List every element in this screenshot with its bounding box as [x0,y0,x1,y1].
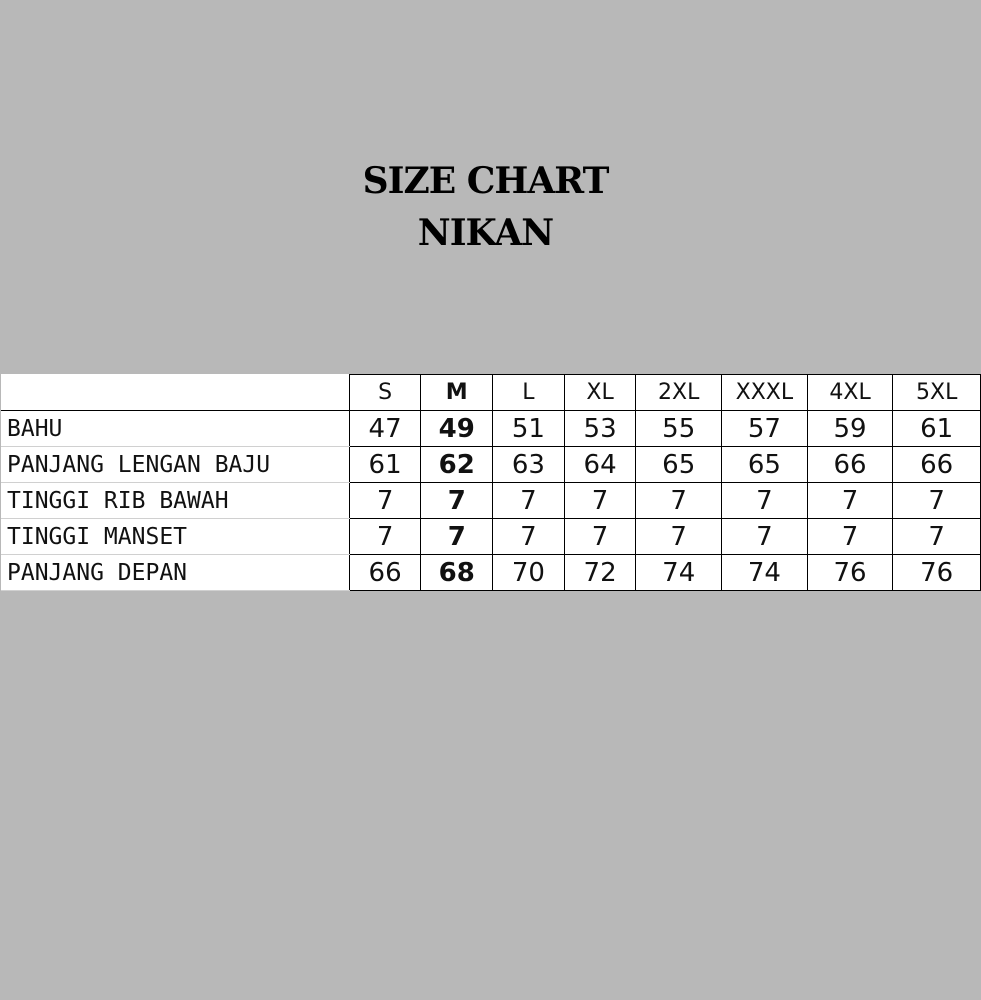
size-header: S [348,374,422,411]
measurement-cell: 68 [420,554,494,591]
measurement-cell: 61 [348,446,422,483]
measurement-cell: 7 [420,482,494,519]
measurement-cell: 66 [348,554,422,591]
measurement-cell: 66 [892,446,981,483]
size-header: 5XL [892,374,981,411]
measurement-cell: 61 [892,410,981,447]
table-row: TINGGI RIB BAWAH 7 7 7 7 7 7 7 7 [1,482,981,519]
size-header: L [492,374,565,411]
measurement-cell: 72 [563,554,637,591]
row-label: BAHU [1,410,350,447]
measurement-cell: 47 [348,410,422,447]
measurement-cell: 7 [806,482,894,519]
measurement-cell: 7 [806,518,894,555]
measurement-cell: 63 [492,446,565,483]
measurement-cell: 7 [492,482,565,519]
measurement-cell: 59 [806,410,894,447]
row-label: PANJANG LENGAN BAJU [1,446,350,483]
measurement-cell: 7 [348,482,422,519]
header-corner [1,374,350,411]
table-row: PANJANG LENGAN BAJU 61 62 63 64 65 65 66 66 [1,446,981,483]
measurement-cell: 7 [721,518,808,555]
measurement-cell: 7 [492,518,565,555]
size-header: 2XL [635,374,722,411]
measurement-cell: 65 [721,446,808,483]
measurement-cell: 76 [892,554,981,591]
measurement-cell: 66 [806,446,894,483]
measurement-cell: 74 [635,554,722,591]
row-label: TINGGI RIB BAWAH [1,482,350,519]
size-header: 4XL [806,374,894,411]
title-line-2: NIKAN [417,212,554,254]
measurement-cell: 53 [563,410,637,447]
table-row: PANJANG DEPAN 66 68 70 72 74 74 76 76 [1,554,981,591]
measurement-cell: 7 [892,518,981,555]
measurement-cell: 57 [721,410,808,447]
row-label: PANJANG DEPAN [1,554,350,591]
size-chart-table: S M L XL 2XL XXXL 4XL 5XL BAHU 47 49 51 53 55 57 59 61 PA… [1,374,981,591]
measurement-cell: 74 [721,554,808,591]
table-row: TINGGI MANSET 7 7 7 7 7 7 7 7 [1,518,981,555]
size-header: XL [563,374,637,411]
measurement-cell: 7 [563,518,637,555]
size-header: XXXL [721,374,808,411]
header-row: S M L XL 2XL XXXL 4XL 5XL [1,374,981,411]
measurement-cell: 7 [635,518,722,555]
measurement-cell: 7 [635,482,722,519]
measurement-cell: 70 [492,554,565,591]
measurement-cell: 7 [348,518,422,555]
measurement-cell: 55 [635,410,722,447]
title-line-1: SIZE CHART [362,160,610,202]
measurement-cell: 62 [420,446,494,483]
measurement-cell: 49 [420,410,494,447]
row-label: TINGGI MANSET [1,518,350,555]
measurement-cell: 76 [806,554,894,591]
size-header: M [420,374,494,411]
measurement-cell: 65 [635,446,722,483]
measurement-cell: 7 [892,482,981,519]
measurement-cell: 51 [492,410,565,447]
measurement-cell: 64 [563,446,637,483]
measurement-cell: 7 [721,482,808,519]
measurement-cell: 7 [563,482,637,519]
measurement-cell: 7 [420,518,494,555]
table-row: BAHU 47 49 51 53 55 57 59 61 [1,410,981,447]
